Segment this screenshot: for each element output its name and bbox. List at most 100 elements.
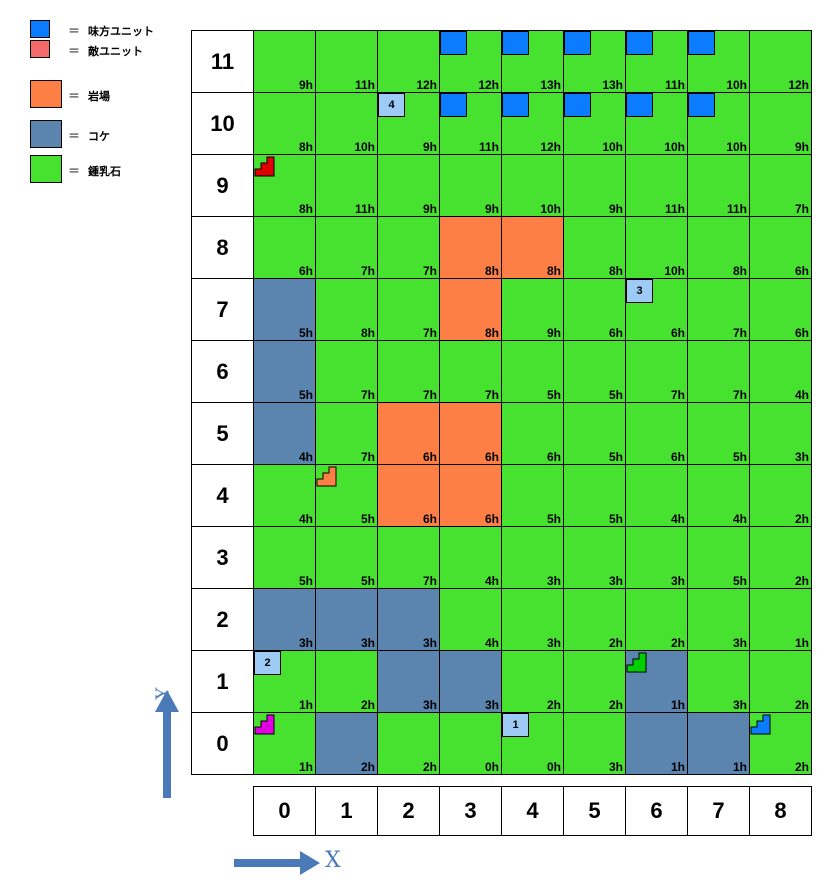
grid-cell[interactable]: 12h xyxy=(749,30,812,93)
grid-cell[interactable]: 1h xyxy=(749,588,812,651)
grid-cell[interactable]: 8h xyxy=(563,216,626,279)
grid-cell[interactable]: 10h xyxy=(315,92,378,155)
grid-cell[interactable]: 7h xyxy=(439,340,502,403)
grid-cell[interactable]: 3h xyxy=(501,526,564,589)
ally-unit-marker[interactable] xyxy=(440,93,467,117)
grid-cell[interactable]: 3h xyxy=(563,526,626,589)
magenta-stair-icon[interactable] xyxy=(254,713,276,735)
grid-cell[interactable]: 2h xyxy=(563,588,626,651)
ally-unit-marker[interactable] xyxy=(688,31,715,55)
ally-unit-marker[interactable] xyxy=(626,31,653,55)
unit-tag[interactable]: 2 xyxy=(254,651,281,675)
grid-cell[interactable]: 1h xyxy=(253,712,316,775)
grid-cell[interactable]: 12h xyxy=(377,30,440,93)
grid-cell[interactable]: 5h xyxy=(563,340,626,403)
grid-cell[interactable]: 4h xyxy=(687,464,750,527)
grid-cell[interactable]: 10h xyxy=(687,92,750,155)
grid-cell[interactable]: 4h xyxy=(749,340,812,403)
grid-cell[interactable]: 11h xyxy=(315,154,378,217)
grid-cell[interactable]: 1h xyxy=(625,650,688,713)
unit-tag[interactable]: 4 xyxy=(378,93,405,117)
ally-unit-marker[interactable] xyxy=(564,93,591,117)
grid-cell[interactable]: 6h xyxy=(439,402,502,465)
grid-cell[interactable]: 8h xyxy=(439,216,502,279)
grid-cell[interactable]: 5h xyxy=(687,526,750,589)
grid-cell[interactable]: 10h xyxy=(501,154,564,217)
grid-cell[interactable]: 6h xyxy=(439,464,502,527)
grid-cell[interactable]: 5h xyxy=(315,464,378,527)
grid-cell[interactable]: 10h xyxy=(687,30,750,93)
grid-cell[interactable]: 6h xyxy=(749,216,812,279)
red-stair-icon[interactable] xyxy=(254,155,276,177)
grid-cell[interactable]: 3h xyxy=(563,712,626,775)
grid-cell[interactable]: 6h xyxy=(377,464,440,527)
grid-cell[interactable]: 4h xyxy=(439,526,502,589)
grid-cell[interactable]: 7h xyxy=(315,216,378,279)
grid-cell[interactable]: 5h xyxy=(501,340,564,403)
blue-stair-icon[interactable] xyxy=(750,713,772,735)
grid-cell[interactable]: 4h xyxy=(253,464,316,527)
grid-cell[interactable]: 7h xyxy=(687,340,750,403)
grid-cell[interactable]: 9h xyxy=(749,92,812,155)
grid-cell[interactable]: 2h xyxy=(749,712,812,775)
grid-cell[interactable]: 9h 4 xyxy=(377,92,440,155)
grid-cell[interactable]: 7h xyxy=(315,340,378,403)
grid-cell[interactable]: 2h xyxy=(749,650,812,713)
grid-cell[interactable]: 12h xyxy=(439,30,502,93)
ally-unit-marker[interactable] xyxy=(688,93,715,117)
grid-cell[interactable]: 2h xyxy=(315,650,378,713)
grid-cell[interactable]: 5h xyxy=(563,464,626,527)
grid-cell[interactable]: 12h xyxy=(501,92,564,155)
grid-cell[interactable]: 11h xyxy=(315,30,378,93)
orange-stair-icon[interactable] xyxy=(316,465,338,487)
grid-cell[interactable]: 11h xyxy=(625,30,688,93)
grid-cell[interactable]: 4h xyxy=(439,588,502,651)
grid-cell[interactable]: 9h xyxy=(501,278,564,341)
grid-cell[interactable]: 11h xyxy=(439,92,502,155)
grid-cell[interactable]: 6h 3 xyxy=(625,278,688,341)
grid-cell[interactable]: 4h xyxy=(625,464,688,527)
grid-cell[interactable]: 9h xyxy=(439,154,502,217)
grid-cell[interactable]: 2h xyxy=(749,464,812,527)
grid-cell[interactable]: 0h xyxy=(439,712,502,775)
grid-cell[interactable]: 10h xyxy=(563,92,626,155)
grid-cell[interactable]: 9h xyxy=(563,154,626,217)
grid-cell[interactable]: 7h xyxy=(315,402,378,465)
ally-unit-marker[interactable] xyxy=(502,31,529,55)
grid-cell[interactable]: 3h xyxy=(377,588,440,651)
ally-unit-marker[interactable] xyxy=(440,31,467,55)
grid-cell[interactable]: 5h xyxy=(253,340,316,403)
grid-cell[interactable]: 13h xyxy=(563,30,626,93)
grid-cell[interactable]: 11h xyxy=(687,154,750,217)
grid-cell[interactable]: 8h xyxy=(315,278,378,341)
grid-cell[interactable]: 7h xyxy=(377,526,440,589)
grid-cell[interactable]: 4h xyxy=(253,402,316,465)
green-stair-icon[interactable] xyxy=(626,651,648,673)
grid-cell[interactable]: 2h xyxy=(501,650,564,713)
grid-cell[interactable]: 3h xyxy=(253,588,316,651)
grid-cell[interactable]: 0h 1 xyxy=(501,712,564,775)
grid-cell[interactable]: 2h xyxy=(315,712,378,775)
grid-cell[interactable]: 3h xyxy=(439,650,502,713)
grid-cell[interactable]: 6h xyxy=(749,278,812,341)
ally-unit-marker[interactable] xyxy=(564,31,591,55)
grid-cell[interactable]: 8h xyxy=(253,154,316,217)
grid-cell[interactable]: 6h xyxy=(625,402,688,465)
grid-cell[interactable]: 10h xyxy=(625,92,688,155)
grid-cell[interactable]: 3h xyxy=(315,588,378,651)
grid-cell[interactable]: 2h xyxy=(749,526,812,589)
unit-tag[interactable]: 1 xyxy=(502,713,529,737)
grid-cell[interactable]: 2h xyxy=(625,588,688,651)
grid-cell[interactable]: 6h xyxy=(501,402,564,465)
grid-cell[interactable]: 1h xyxy=(625,712,688,775)
grid-cell[interactable]: 3h xyxy=(749,402,812,465)
grid-cell[interactable]: 3h xyxy=(501,588,564,651)
grid-cell[interactable]: 7h xyxy=(687,278,750,341)
grid-cell[interactable]: 3h xyxy=(377,650,440,713)
grid-cell[interactable]: 8h xyxy=(501,216,564,279)
grid-cell[interactable]: 5h xyxy=(253,278,316,341)
grid-cell[interactable]: 10h xyxy=(625,216,688,279)
grid-cell[interactable]: 8h xyxy=(687,216,750,279)
grid-cell[interactable]: 5h xyxy=(563,402,626,465)
grid-cell[interactable]: 7h xyxy=(625,340,688,403)
